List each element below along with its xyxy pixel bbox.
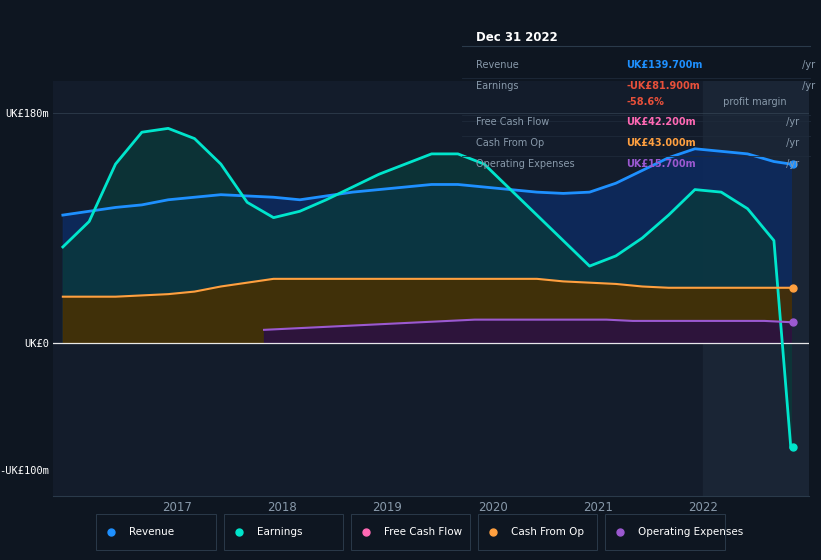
Text: Cash From Op: Cash From Op bbox=[511, 527, 584, 537]
Bar bbox=[704, 81, 809, 496]
Text: UK£139.700m: UK£139.700m bbox=[626, 60, 703, 70]
Text: Earnings: Earnings bbox=[476, 81, 519, 91]
Text: -58.6%: -58.6% bbox=[626, 97, 664, 106]
Text: Free Cash Flow: Free Cash Flow bbox=[476, 118, 549, 127]
Text: UK£42.200m: UK£42.200m bbox=[626, 118, 696, 127]
Text: /yr: /yr bbox=[799, 60, 815, 70]
FancyBboxPatch shape bbox=[351, 514, 470, 550]
Text: UK£43.000m: UK£43.000m bbox=[626, 138, 696, 148]
Text: Dec 31 2022: Dec 31 2022 bbox=[476, 31, 558, 44]
FancyBboxPatch shape bbox=[478, 514, 598, 550]
Text: /yr: /yr bbox=[783, 118, 800, 127]
Text: Free Cash Flow: Free Cash Flow bbox=[384, 527, 462, 537]
Text: Cash From Op: Cash From Op bbox=[476, 138, 544, 148]
Text: Operating Expenses: Operating Expenses bbox=[639, 527, 744, 537]
FancyBboxPatch shape bbox=[97, 514, 215, 550]
Text: /yr: /yr bbox=[783, 138, 800, 148]
FancyBboxPatch shape bbox=[606, 514, 725, 550]
Text: Revenue: Revenue bbox=[476, 60, 519, 70]
Text: UK£15.700m: UK£15.700m bbox=[626, 159, 696, 169]
Text: Operating Expenses: Operating Expenses bbox=[476, 159, 575, 169]
Text: Earnings: Earnings bbox=[257, 527, 302, 537]
Text: /yr: /yr bbox=[799, 81, 815, 91]
Text: -UK£81.900m: -UK£81.900m bbox=[626, 81, 700, 91]
Text: Revenue: Revenue bbox=[130, 527, 174, 537]
Text: profit margin: profit margin bbox=[721, 97, 787, 106]
Text: /yr: /yr bbox=[783, 159, 800, 169]
FancyBboxPatch shape bbox=[223, 514, 343, 550]
